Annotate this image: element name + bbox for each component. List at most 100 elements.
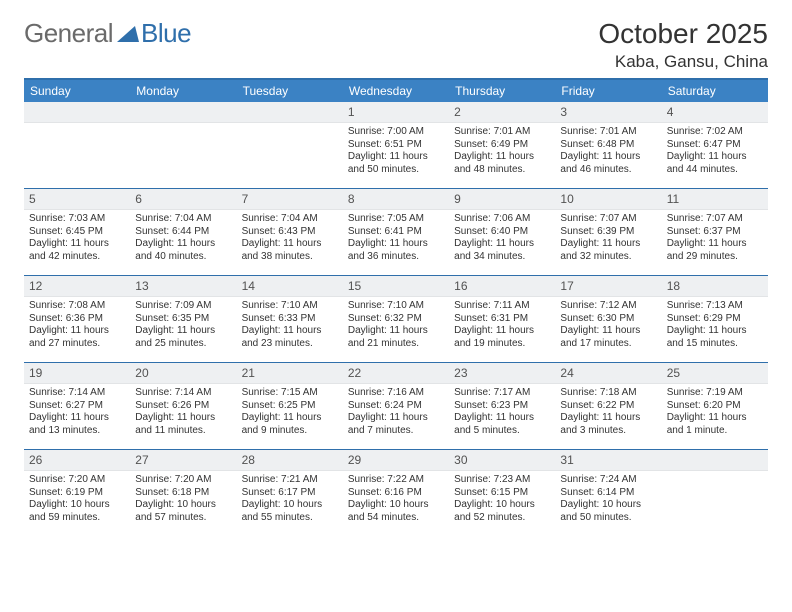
info-line-sunset: Sunset: 6:25 PM: [242, 400, 338, 413]
brand-triangle-icon: [117, 18, 139, 49]
info-line-day2: and 19 minutes.: [454, 338, 550, 351]
calendar-cell: 25Sunrise: 7:19 AMSunset: 6:20 PMDayligh…: [662, 363, 768, 449]
calendar-cell: 12Sunrise: 7:08 AMSunset: 6:36 PMDayligh…: [24, 276, 130, 362]
day-info: Sunrise: 7:23 AMSunset: 6:15 PMDaylight:…: [449, 471, 555, 528]
day-info: Sunrise: 7:08 AMSunset: 6:36 PMDaylight:…: [24, 297, 130, 354]
day-info: Sunrise: 7:18 AMSunset: 6:22 PMDaylight:…: [555, 384, 661, 441]
info-line-sunset: Sunset: 6:36 PM: [29, 313, 125, 326]
day-info: Sunrise: 7:04 AMSunset: 6:44 PMDaylight:…: [130, 210, 236, 267]
calendar-cell: 16Sunrise: 7:11 AMSunset: 6:31 PMDayligh…: [449, 276, 555, 362]
day-number: 4: [662, 102, 768, 123]
info-line-sunset: Sunset: 6:32 PM: [348, 313, 444, 326]
day-number: 12: [24, 276, 130, 297]
info-line-sunrise: Sunrise: 7:01 AM: [560, 126, 656, 139]
info-line-sunrise: Sunrise: 7:05 AM: [348, 213, 444, 226]
day-info: Sunrise: 7:12 AMSunset: 6:30 PMDaylight:…: [555, 297, 661, 354]
day-number: 26: [24, 450, 130, 471]
calendar-page: General Blue October 2025 Kaba, Gansu, C…: [0, 0, 792, 554]
info-line-sunrise: Sunrise: 7:14 AM: [29, 387, 125, 400]
info-line-day2: and 32 minutes.: [560, 251, 656, 264]
info-line-sunrise: Sunrise: 7:13 AM: [667, 300, 763, 313]
calendar-cell: 17Sunrise: 7:12 AMSunset: 6:30 PMDayligh…: [555, 276, 661, 362]
day-info: Sunrise: 7:10 AMSunset: 6:32 PMDaylight:…: [343, 297, 449, 354]
info-line-day2: and 50 minutes.: [348, 164, 444, 177]
calendar-cell: 21Sunrise: 7:15 AMSunset: 6:25 PMDayligh…: [237, 363, 343, 449]
info-line-day2: and 40 minutes.: [135, 251, 231, 264]
day-info: Sunrise: 7:19 AMSunset: 6:20 PMDaylight:…: [662, 384, 768, 441]
info-line-day2: and 52 minutes.: [454, 512, 550, 525]
day-info: Sunrise: 7:05 AMSunset: 6:41 PMDaylight:…: [343, 210, 449, 267]
info-line-day1: Daylight: 11 hours: [29, 238, 125, 251]
info-line-sunset: Sunset: 6:22 PM: [560, 400, 656, 413]
info-line-sunrise: Sunrise: 7:03 AM: [29, 213, 125, 226]
info-line-sunset: Sunset: 6:30 PM: [560, 313, 656, 326]
day-number: 29: [343, 450, 449, 471]
info-line-day2: and 55 minutes.: [242, 512, 338, 525]
calendar-cell: 23Sunrise: 7:17 AMSunset: 6:23 PMDayligh…: [449, 363, 555, 449]
brand-part1: General: [24, 18, 113, 49]
day-header: Thursday: [449, 80, 555, 102]
day-number: [130, 102, 236, 123]
day-number: 30: [449, 450, 555, 471]
info-line-day2: and 29 minutes.: [667, 251, 763, 264]
info-line-sunrise: Sunrise: 7:07 AM: [560, 213, 656, 226]
info-line-day1: Daylight: 11 hours: [348, 151, 444, 164]
calendar-cell: 14Sunrise: 7:10 AMSunset: 6:33 PMDayligh…: [237, 276, 343, 362]
info-line-sunrise: Sunrise: 7:17 AM: [454, 387, 550, 400]
info-line-sunset: Sunset: 6:24 PM: [348, 400, 444, 413]
day-info: Sunrise: 7:15 AMSunset: 6:25 PMDaylight:…: [237, 384, 343, 441]
calendar-cell: [130, 102, 236, 188]
info-line-day1: Daylight: 11 hours: [135, 238, 231, 251]
day-header: Saturday: [662, 80, 768, 102]
calendar-cell: 22Sunrise: 7:16 AMSunset: 6:24 PMDayligh…: [343, 363, 449, 449]
day-number: 13: [130, 276, 236, 297]
day-number: 21: [237, 363, 343, 384]
day-info: Sunrise: 7:10 AMSunset: 6:33 PMDaylight:…: [237, 297, 343, 354]
calendar-cell: 19Sunrise: 7:14 AMSunset: 6:27 PMDayligh…: [24, 363, 130, 449]
day-number: 25: [662, 363, 768, 384]
day-info: Sunrise: 7:01 AMSunset: 6:48 PMDaylight:…: [555, 123, 661, 180]
calendar-week: 1Sunrise: 7:00 AMSunset: 6:51 PMDaylight…: [24, 102, 768, 189]
info-line-sunset: Sunset: 6:39 PM: [560, 226, 656, 239]
info-line-sunset: Sunset: 6:41 PM: [348, 226, 444, 239]
day-info: Sunrise: 7:24 AMSunset: 6:14 PMDaylight:…: [555, 471, 661, 528]
day-number: 14: [237, 276, 343, 297]
info-line-sunset: Sunset: 6:40 PM: [454, 226, 550, 239]
info-line-day1: Daylight: 11 hours: [135, 325, 231, 338]
day-number: 16: [449, 276, 555, 297]
calendar-cell: 11Sunrise: 7:07 AMSunset: 6:37 PMDayligh…: [662, 189, 768, 275]
info-line-sunset: Sunset: 6:45 PM: [29, 226, 125, 239]
info-line-day1: Daylight: 10 hours: [560, 499, 656, 512]
info-line-sunset: Sunset: 6:33 PM: [242, 313, 338, 326]
day-number: 3: [555, 102, 661, 123]
month-title: October 2025: [598, 18, 768, 50]
day-info: Sunrise: 7:06 AMSunset: 6:40 PMDaylight:…: [449, 210, 555, 267]
info-line-sunrise: Sunrise: 7:21 AM: [242, 474, 338, 487]
location-subtitle: Kaba, Gansu, China: [598, 52, 768, 72]
info-line-day2: and 59 minutes.: [29, 512, 125, 525]
info-line-sunset: Sunset: 6:23 PM: [454, 400, 550, 413]
info-line-day1: Daylight: 11 hours: [667, 151, 763, 164]
info-line-sunrise: Sunrise: 7:04 AM: [242, 213, 338, 226]
info-line-day2: and 54 minutes.: [348, 512, 444, 525]
info-line-day2: and 25 minutes.: [135, 338, 231, 351]
day-number: 19: [24, 363, 130, 384]
info-line-day1: Daylight: 10 hours: [454, 499, 550, 512]
calendar-cell: 15Sunrise: 7:10 AMSunset: 6:32 PMDayligh…: [343, 276, 449, 362]
calendar-cell: 13Sunrise: 7:09 AMSunset: 6:35 PMDayligh…: [130, 276, 236, 362]
calendar-cell: 4Sunrise: 7:02 AMSunset: 6:47 PMDaylight…: [662, 102, 768, 188]
info-line-day2: and 42 minutes.: [29, 251, 125, 264]
info-line-day1: Daylight: 11 hours: [454, 412, 550, 425]
info-line-sunset: Sunset: 6:29 PM: [667, 313, 763, 326]
calendar-cell: [662, 450, 768, 536]
day-info: Sunrise: 7:21 AMSunset: 6:17 PMDaylight:…: [237, 471, 343, 528]
info-line-sunrise: Sunrise: 7:16 AM: [348, 387, 444, 400]
info-line-sunset: Sunset: 6:15 PM: [454, 487, 550, 500]
info-line-day2: and 7 minutes.: [348, 425, 444, 438]
day-info: Sunrise: 7:16 AMSunset: 6:24 PMDaylight:…: [343, 384, 449, 441]
day-number: [24, 102, 130, 123]
info-line-day2: and 27 minutes.: [29, 338, 125, 351]
info-line-sunset: Sunset: 6:44 PM: [135, 226, 231, 239]
day-number: 7: [237, 189, 343, 210]
info-line-sunset: Sunset: 6:51 PM: [348, 139, 444, 152]
